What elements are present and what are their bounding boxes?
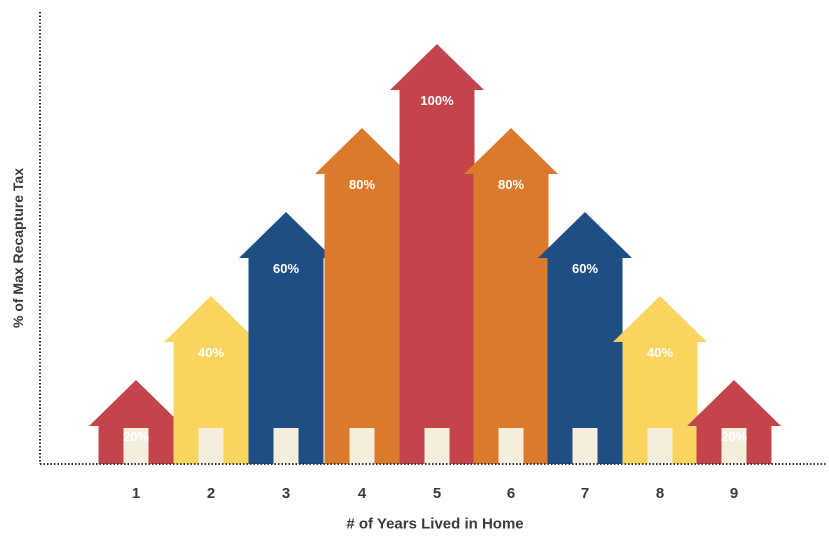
value-label: 20%: [123, 429, 149, 444]
house-bar-2: 40%: [164, 296, 258, 464]
house-body: [474, 174, 549, 464]
house-roof: [164, 296, 258, 342]
x-tick-label: 8: [656, 485, 664, 502]
house-bar-9: 20%: [687, 380, 781, 464]
house-door: [499, 428, 524, 464]
x-tick-label: 4: [358, 485, 367, 502]
x-tick-label: 6: [507, 485, 515, 502]
value-label: 80%: [498, 177, 524, 192]
house-body: [400, 90, 475, 464]
house-door: [573, 428, 598, 464]
house-roof: [239, 212, 333, 258]
house-roof: [613, 296, 707, 342]
house-door: [350, 428, 375, 464]
house-bar-3: 60%: [239, 212, 333, 464]
value-label: 60%: [572, 261, 598, 276]
x-tick-label: 1: [132, 485, 140, 502]
x-tick-label: 5: [433, 485, 441, 502]
x-axis-label: # of Years Lived in Home: [346, 516, 523, 533]
house-roof: [687, 380, 781, 426]
house-bar-8: 40%: [613, 296, 707, 464]
value-label: 100%: [420, 93, 454, 108]
x-tick-label: 9: [730, 485, 738, 502]
x-tick-label: 3: [282, 485, 290, 502]
house-roof: [464, 128, 558, 174]
value-label: 80%: [349, 177, 375, 192]
house-body: [325, 174, 400, 464]
value-label: 40%: [647, 345, 673, 360]
house-door: [199, 428, 224, 464]
x-tick-label: 2: [207, 485, 215, 502]
house-roof: [390, 44, 484, 90]
house-door: [274, 428, 299, 464]
house-door: [425, 428, 450, 464]
y-axis-label: % of Max Recapture Tax: [10, 168, 26, 328]
house-roof: [89, 380, 183, 426]
value-label: 60%: [273, 261, 299, 276]
house-bar-6: 80%: [464, 128, 558, 464]
house-bar-5: 100%: [390, 44, 484, 464]
value-label: 20%: [721, 429, 747, 444]
house-bar-1: 20%: [89, 380, 183, 464]
house-roof: [315, 128, 409, 174]
house-door: [648, 428, 673, 464]
house-bar-4: 80%: [315, 128, 409, 464]
x-tick-label: 7: [581, 485, 589, 502]
value-label: 40%: [198, 345, 224, 360]
house-roof: [538, 212, 632, 258]
